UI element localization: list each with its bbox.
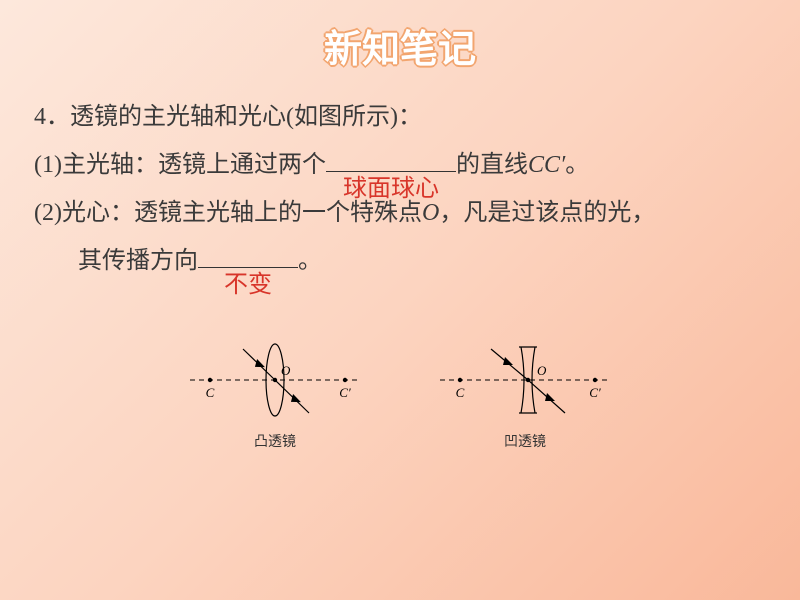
part2-line: (2)光心：透镜主光轴上的一个特殊点O，凡是过该点的光， (34, 189, 766, 237)
point-c (208, 378, 212, 382)
blank-1: 球面球心 (326, 171, 456, 172)
p2-label: (2)光心：透镜主光轴上的一个特殊点 (34, 200, 422, 226)
label-cprime: C′ (339, 385, 351, 400)
arrow-out-icon (291, 394, 301, 402)
page-title: 新知笔记 (0, 0, 800, 73)
p3-head: 其传播方向 (78, 248, 198, 274)
p2-tail: ，凡是过该点的光， (439, 200, 655, 226)
part3-line: 其传播方向不变。 (34, 237, 766, 285)
point-cprime (593, 378, 597, 382)
p1-tail-b: 。 (565, 152, 589, 178)
p2-O: O (422, 200, 439, 226)
convex-svg: C C′ O (185, 335, 365, 425)
answer-2: 不变 (198, 261, 298, 309)
caption-convex: 凸透镜 (185, 431, 365, 451)
caption-concave: 凹透镜 (435, 431, 615, 451)
q-stem: 透镜的主光轴和光心(如图所示)： (70, 104, 422, 130)
point-cprime (343, 378, 347, 382)
label-c: C (206, 385, 215, 400)
concave-diagram: C C′ O 凹透镜 (435, 335, 615, 451)
label-c: C (456, 385, 465, 400)
p1-label: (1)主光轴：透镜上通过两个 (34, 152, 326, 178)
q-number: 4． (34, 104, 70, 130)
arrow-in-icon (503, 357, 513, 365)
convex-diagram: C C′ O 凸透镜 (185, 335, 365, 451)
arrow-out-icon (545, 393, 555, 401)
label-o: O (537, 363, 547, 378)
p1-cc: CC′ (528, 152, 565, 178)
p3-tail: 。 (298, 248, 322, 274)
stem-line: 4．透镜的主光轴和光心(如图所示)： (34, 93, 766, 141)
arrow-in-icon (255, 359, 265, 367)
diagram-row: C C′ O 凸透镜 C C′ O 凹透镜 (0, 335, 800, 451)
concave-svg: C C′ O (435, 335, 615, 425)
point-c (458, 378, 462, 382)
label-cprime: C′ (589, 385, 601, 400)
title-text: 新知笔记 (324, 29, 476, 71)
part1-line: (1)主光轴：透镜上通过两个球面球心的直线CC′。 (34, 141, 766, 189)
content-block: 4．透镜的主光轴和光心(如图所示)： (1)主光轴：透镜上通过两个球面球心的直线… (0, 73, 800, 285)
p1-tail-a: 的直线 (456, 152, 528, 178)
label-o: O (281, 363, 291, 378)
blank-2: 不变 (198, 267, 298, 268)
